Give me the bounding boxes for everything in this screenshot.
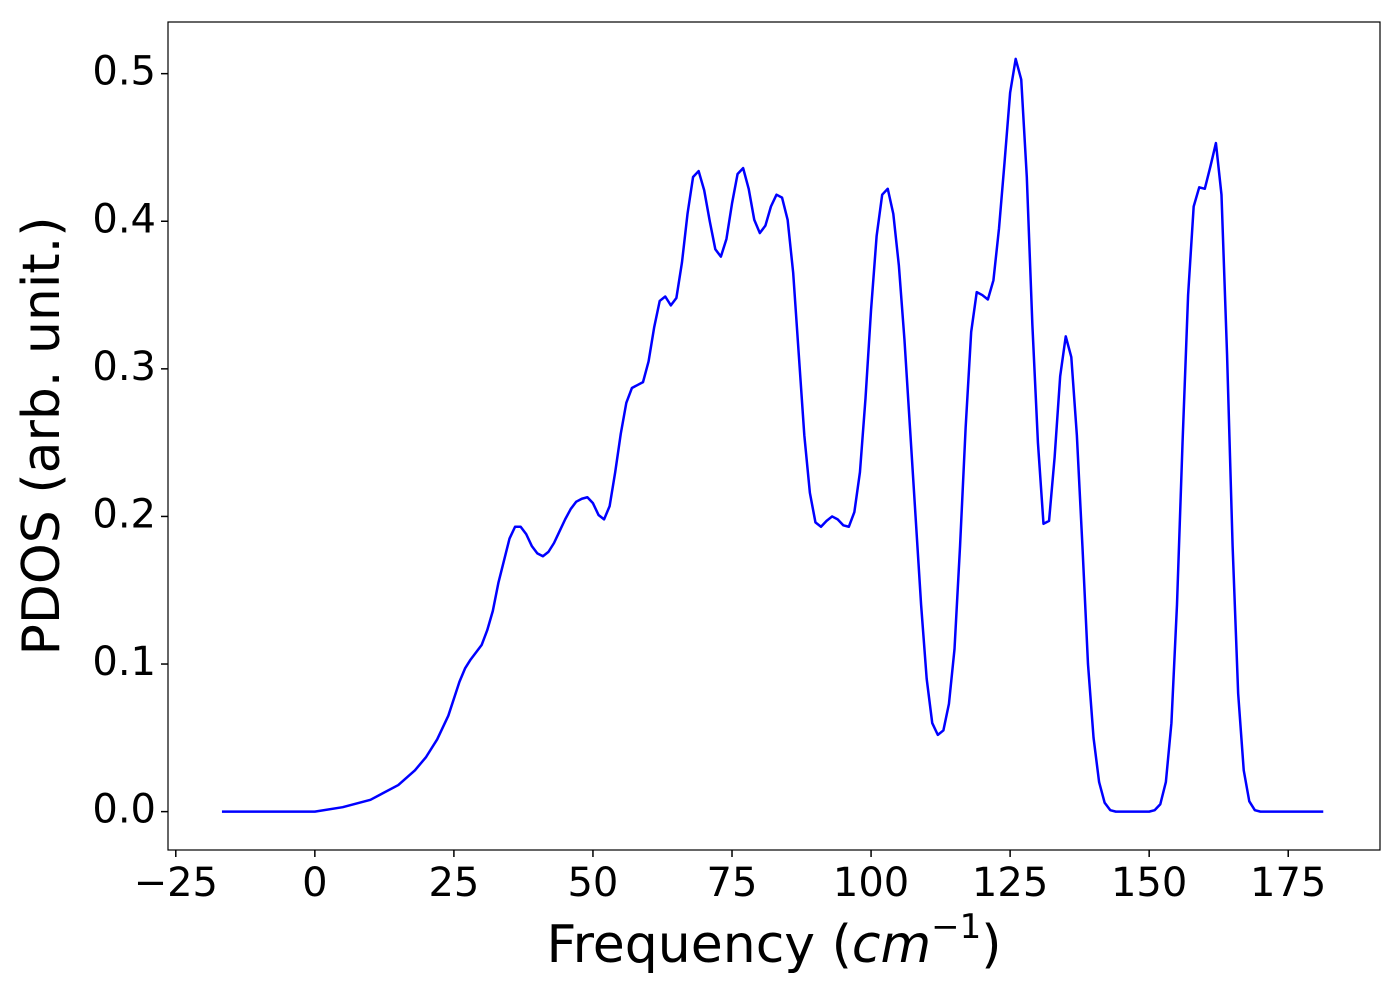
plot-frame xyxy=(167,21,1381,851)
x-label-text: Frequency ( xyxy=(546,915,851,975)
x-tick-label: 50 xyxy=(567,860,618,906)
x-tick-label: 125 xyxy=(972,860,1048,906)
x-tick-label: −25 xyxy=(134,860,218,906)
y-tick-label: 0.4 xyxy=(92,196,156,242)
y-tick-label: 0.0 xyxy=(92,787,156,833)
data-line xyxy=(221,57,1324,813)
x-tick-label: 25 xyxy=(428,860,479,906)
y-tick-label: 0.2 xyxy=(92,491,156,537)
x-tick-label: 100 xyxy=(833,860,909,906)
x-axis-label: Frequency (cm−1) xyxy=(546,907,1001,976)
x-label-unit: cm xyxy=(852,915,931,975)
x-tick-label: 75 xyxy=(707,860,758,906)
y-tick-label: 0.5 xyxy=(92,49,156,95)
x-label-end: ) xyxy=(981,915,1001,975)
x-tick-label: 175 xyxy=(1250,860,1326,906)
x-tick-label: 0 xyxy=(302,860,327,906)
y-tick-label: 0.3 xyxy=(92,344,156,390)
y-tick-label: 0.1 xyxy=(92,639,156,685)
y-axis-label: PDOS (arb. unit.) xyxy=(12,216,72,655)
x-tick-label: 150 xyxy=(1111,860,1187,906)
x-label-exponent: −1 xyxy=(931,907,981,947)
